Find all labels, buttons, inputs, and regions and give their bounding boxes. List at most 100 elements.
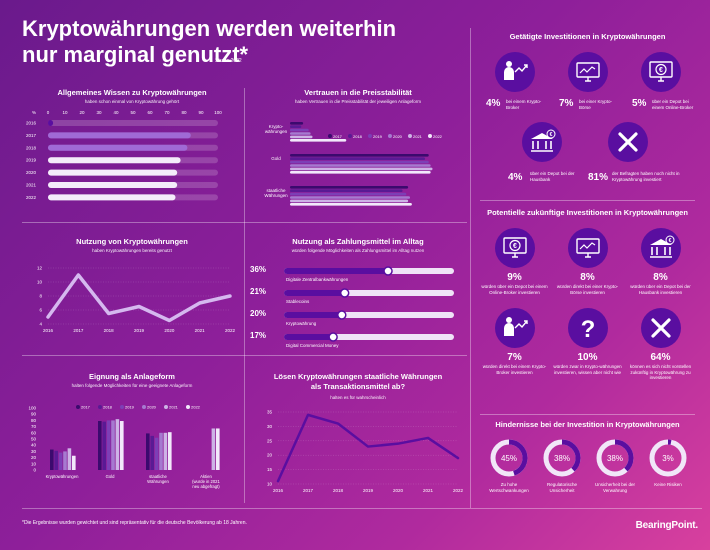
svg-text:€: € bbox=[550, 132, 553, 138]
legend-swatch bbox=[120, 405, 124, 409]
y-tick-label: 10 bbox=[37, 280, 43, 285]
ring-pct: 38% bbox=[554, 454, 570, 463]
x-tick-label: Aktien bbox=[200, 474, 212, 479]
y-tick-label: 2019 bbox=[26, 158, 37, 163]
bar bbox=[48, 182, 178, 188]
wissen-title: Allgemeines Wissen zu Kryptowährungen bbox=[57, 88, 207, 97]
y-tick-label: 10 bbox=[267, 482, 273, 487]
x-tick-label: 70 bbox=[164, 110, 170, 115]
x-tick-label: 50 bbox=[130, 110, 136, 115]
divider-horizontal-2 bbox=[22, 355, 467, 356]
investment-item: € 5% über ein Depot bei einem Online-Bro… bbox=[626, 52, 695, 120]
nutzung-chart: 4 6 8 10 12 2016 2017 2018 2019 2020 2021 2022 bbox=[37, 266, 236, 334]
zahlung-subtitle: würden folgende Möglichkeiten als Zahlun… bbox=[291, 248, 425, 253]
question-icon: ? bbox=[567, 308, 608, 348]
bar bbox=[216, 428, 220, 470]
future-text: würden über ein Depot bei der Hausbank i… bbox=[630, 284, 691, 295]
bar bbox=[290, 132, 311, 135]
legend-label: 2022 bbox=[191, 405, 201, 410]
investment-text: über ein Depot bei der Hausbank bbox=[530, 171, 575, 182]
obstacle-label: Zu hohe Wertschwankungen bbox=[489, 482, 529, 493]
investments-title: Getätigte Investitionen in Kryptowährung… bbox=[509, 32, 666, 41]
y-tick-label: 2020 bbox=[26, 170, 37, 175]
brand-logo: BearingPoint. bbox=[635, 520, 699, 531]
y-tick-label: 80 bbox=[31, 418, 37, 423]
vertrauen-subtitle: haben Vertrauen in die Preisstabilität d… bbox=[294, 99, 422, 104]
y-tick-label: 12 bbox=[37, 266, 43, 271]
bar bbox=[284, 312, 342, 318]
bar bbox=[290, 160, 429, 164]
legend-swatch bbox=[348, 134, 352, 138]
y-tick-label: Digital Commercial Money bbox=[286, 343, 339, 348]
investment-pct: 4% bbox=[508, 172, 523, 183]
bar bbox=[290, 189, 403, 192]
x-tick-label: 2020 bbox=[164, 328, 175, 333]
y-tick-label: 2018 bbox=[26, 145, 37, 150]
bar bbox=[106, 420, 111, 470]
y-tick-label: 15 bbox=[267, 467, 273, 472]
x-tick-label: 2016 bbox=[43, 328, 54, 333]
legend-label: 2021 bbox=[169, 405, 179, 410]
ring-svg: 45% bbox=[490, 439, 528, 477]
x-tick-label: 100 bbox=[214, 110, 222, 115]
legend-swatch bbox=[76, 405, 80, 409]
legend-swatch bbox=[98, 405, 102, 409]
bar bbox=[168, 432, 172, 470]
bar bbox=[290, 199, 409, 203]
bank-euro-icon: € bbox=[640, 228, 681, 268]
bar bbox=[154, 437, 159, 470]
legend-label: 2017 bbox=[333, 134, 343, 139]
bar-knob bbox=[383, 266, 393, 276]
y-tick-label: Währungen bbox=[264, 193, 288, 198]
y-tick-label: 60 bbox=[31, 430, 37, 435]
y-tick-label: 100 bbox=[28, 406, 36, 411]
obstacle-ring: 38% bbox=[595, 438, 635, 478]
divider-footer bbox=[22, 508, 702, 509]
y-tick-label: 30 bbox=[31, 449, 37, 454]
bar bbox=[115, 419, 120, 470]
x-tick-label: 2022 bbox=[453, 488, 464, 493]
y-tick-label: 30 bbox=[267, 424, 273, 429]
future-text: können es sich nicht vorstellen zukünfti… bbox=[629, 364, 692, 380]
y-tick-label: 70 bbox=[31, 424, 37, 429]
legend-label: 2021 bbox=[413, 134, 423, 139]
y-tick-label: 8 bbox=[39, 294, 42, 299]
y-tick-label: 6 bbox=[39, 308, 42, 313]
x-tick-label: neu abgefragt) bbox=[192, 484, 220, 489]
future-grid: € 9% würden über ein Depot bei einem Onl… bbox=[480, 228, 695, 384]
bar bbox=[58, 452, 63, 470]
y-tick-label: 2022 bbox=[26, 195, 37, 200]
bar bbox=[290, 125, 302, 128]
obstacle-ring: 38% bbox=[542, 438, 582, 478]
bar-value-label: 36% bbox=[250, 265, 266, 274]
investment-pct: 7% bbox=[559, 98, 574, 109]
y-tick-label: 2021 bbox=[26, 183, 37, 188]
y-tick-label: 2017 bbox=[26, 133, 37, 138]
obstacle-ring: 45% bbox=[489, 438, 529, 478]
bar-track bbox=[48, 120, 218, 126]
bar bbox=[290, 157, 425, 160]
x-tick-label: Gold bbox=[106, 474, 116, 479]
ring-fill bbox=[649, 439, 687, 477]
ring-fill bbox=[490, 439, 528, 477]
bar bbox=[290, 196, 410, 199]
wissen-chart: % 0 10 20 30 40 50 60 70 80 90 100 2016 2017 2018 2019 2… bbox=[26, 110, 222, 201]
bar bbox=[48, 120, 54, 126]
bar-value-label: 21% bbox=[250, 287, 266, 296]
bar-knob bbox=[328, 332, 338, 342]
bar bbox=[67, 448, 72, 470]
x-tick-label: 30 bbox=[96, 110, 102, 115]
y-tick-label: 0 bbox=[33, 468, 36, 473]
x-tick-label: Kryptowährungen bbox=[46, 474, 79, 479]
bar bbox=[290, 171, 431, 174]
bar bbox=[290, 135, 313, 139]
legend-swatch bbox=[142, 405, 146, 409]
bar bbox=[290, 122, 304, 125]
x-tick-label: 2018 bbox=[104, 328, 115, 333]
x-tick-label: 40 bbox=[113, 110, 119, 115]
bar bbox=[290, 167, 433, 171]
x-tick-label: (wurde in 2021 bbox=[192, 479, 220, 484]
legend-swatch bbox=[186, 405, 190, 409]
x-tick-label: 2016 bbox=[273, 488, 284, 493]
x-tick-label: 2017 bbox=[73, 328, 84, 333]
